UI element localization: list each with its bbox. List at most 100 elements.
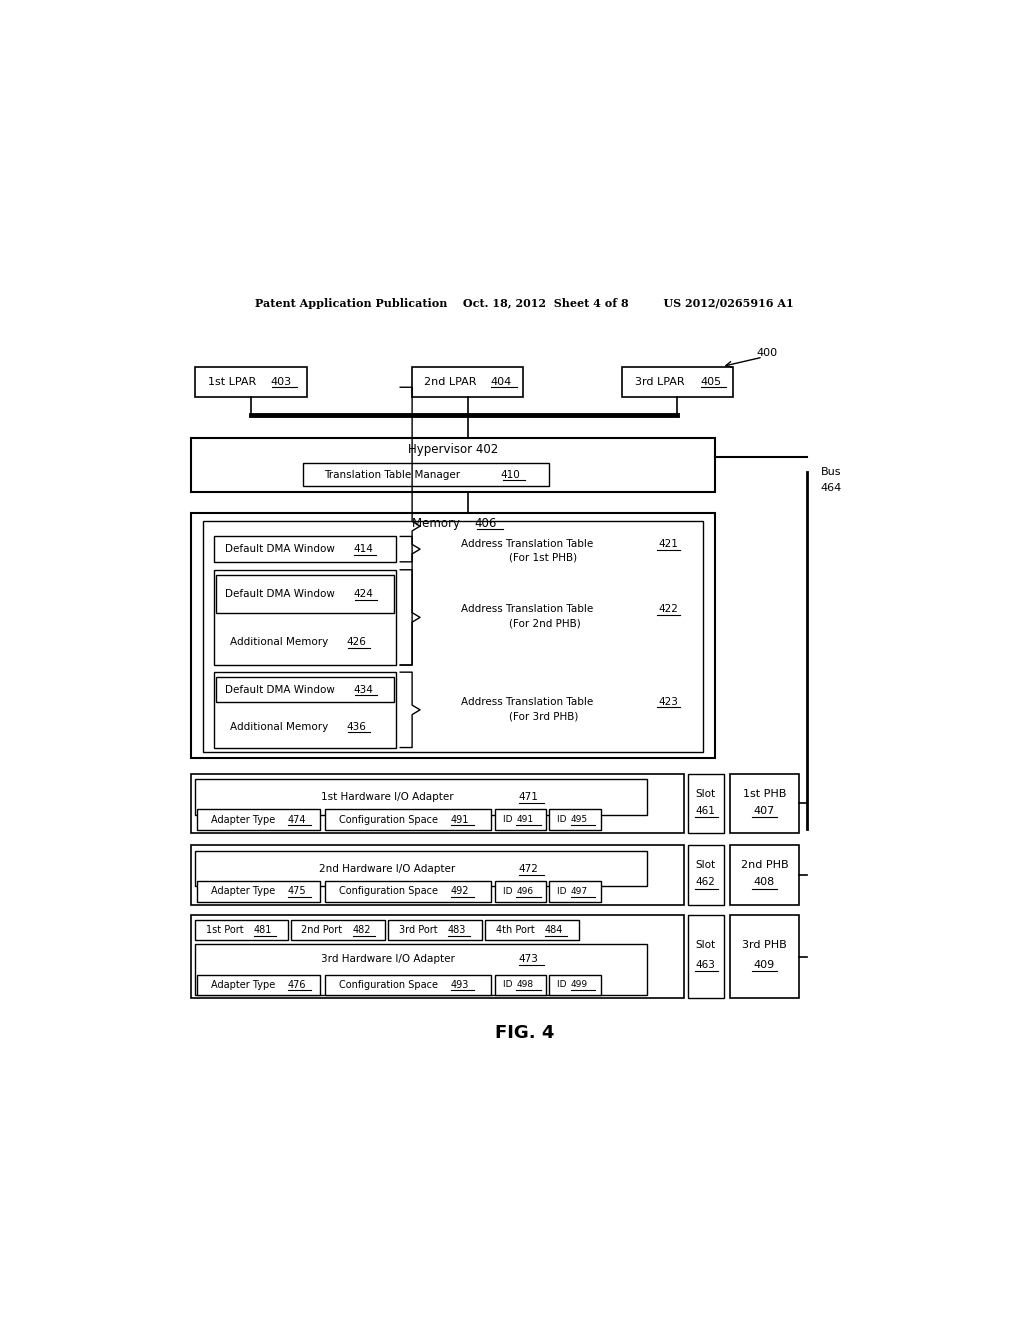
Text: Slot: Slot [695, 788, 716, 799]
Text: Configuration Space: Configuration Space [339, 979, 441, 990]
Text: 481: 481 [254, 925, 272, 935]
Text: 2nd Hardware I/O Adapter: 2nd Hardware I/O Adapter [319, 863, 459, 874]
Text: Patent Application Publication    Oct. 18, 2012  Sheet 4 of 8         US 2012/02: Patent Application Publication Oct. 18, … [255, 298, 795, 309]
Bar [197, 809, 321, 830]
Bar [550, 809, 601, 830]
Bar [195, 944, 647, 995]
Bar [495, 974, 546, 995]
Text: 1st LPAR: 1st LPAR [208, 376, 259, 387]
Bar [388, 920, 482, 940]
Text: 3rd Port: 3rd Port [399, 925, 441, 935]
Text: Address Translation Table: Address Translation Table [461, 540, 597, 549]
Bar [191, 845, 684, 904]
Bar [204, 521, 703, 751]
Text: 409: 409 [754, 960, 775, 970]
Text: Configuration Space: Configuration Space [339, 886, 441, 896]
Bar [729, 774, 800, 833]
Text: 423: 423 [658, 697, 678, 708]
Bar [191, 513, 716, 758]
Text: 3rd PHB: 3rd PHB [742, 940, 786, 950]
Text: 424: 424 [353, 590, 374, 599]
Text: 483: 483 [447, 925, 466, 935]
Text: Default DMA Window: Default DMA Window [224, 590, 338, 599]
Text: 475: 475 [288, 886, 306, 896]
Text: Configuration Space: Configuration Space [339, 814, 441, 825]
Text: 405: 405 [700, 376, 721, 387]
Text: ID: ID [503, 981, 515, 989]
Text: Slot: Slot [695, 861, 716, 870]
Bar [216, 576, 394, 614]
Text: 491: 491 [516, 816, 534, 824]
Text: 407: 407 [754, 807, 775, 816]
Bar [191, 915, 684, 998]
Text: 408: 408 [754, 878, 775, 887]
Text: Default DMA Window: Default DMA Window [224, 685, 338, 694]
Text: ID: ID [557, 981, 570, 989]
Text: Default DMA Window: Default DMA Window [224, 544, 338, 554]
Text: 484: 484 [544, 925, 562, 935]
Bar [550, 974, 601, 995]
Text: Translation Table Manager: Translation Table Manager [325, 470, 464, 479]
Text: FIG. 4: FIG. 4 [496, 1024, 554, 1043]
Text: ID: ID [503, 816, 515, 824]
Text: 1st Port: 1st Port [206, 925, 247, 935]
Text: 403: 403 [270, 376, 292, 387]
Text: 2nd Port: 2nd Port [301, 925, 345, 935]
Bar [325, 880, 492, 902]
Bar [688, 915, 724, 998]
Text: Address Translation Table: Address Translation Table [461, 697, 597, 708]
Bar [195, 850, 647, 887]
Text: 426: 426 [346, 638, 367, 647]
Bar [197, 880, 321, 902]
Text: 476: 476 [288, 979, 306, 990]
Text: 498: 498 [516, 981, 534, 989]
Bar [729, 845, 800, 904]
Bar [729, 915, 800, 998]
Text: (For 2nd PHB): (For 2nd PHB) [509, 619, 581, 628]
Text: 414: 414 [353, 544, 373, 554]
Text: 463: 463 [695, 960, 716, 970]
Text: 492: 492 [451, 886, 469, 896]
Bar [191, 438, 716, 492]
Bar [485, 920, 579, 940]
Bar [195, 779, 647, 814]
Text: Memory: Memory [412, 517, 464, 531]
Text: 473: 473 [518, 953, 538, 964]
Text: (For 1st PHB): (For 1st PHB) [509, 552, 578, 562]
Bar [325, 809, 492, 830]
Bar [195, 920, 289, 940]
Bar [550, 880, 601, 902]
Text: 497: 497 [571, 887, 588, 896]
Text: ID: ID [557, 887, 570, 896]
Bar [214, 672, 396, 747]
Bar [196, 367, 306, 397]
Text: Additional Memory: Additional Memory [230, 722, 332, 731]
Text: 436: 436 [346, 722, 367, 731]
Text: 499: 499 [571, 981, 588, 989]
Text: 472: 472 [518, 863, 538, 874]
Bar [495, 880, 546, 902]
Text: Bus: Bus [821, 467, 842, 477]
Text: Additional Memory: Additional Memory [230, 638, 332, 647]
Text: 461: 461 [695, 807, 716, 816]
Text: ID: ID [557, 816, 570, 824]
Text: 474: 474 [288, 814, 306, 825]
Text: 491: 491 [451, 814, 469, 825]
Text: (For 3rd PHB): (For 3rd PHB) [509, 711, 579, 721]
Text: 410: 410 [501, 470, 520, 479]
Text: Hypervisor 402: Hypervisor 402 [409, 444, 499, 457]
Text: 3rd Hardware I/O Adapter: 3rd Hardware I/O Adapter [321, 953, 458, 964]
Text: Adapter Type: Adapter Type [211, 814, 279, 825]
Text: 1st Hardware I/O Adapter: 1st Hardware I/O Adapter [322, 792, 457, 803]
Bar [688, 845, 724, 904]
Text: 434: 434 [353, 685, 374, 694]
Bar [214, 570, 396, 665]
Bar [197, 974, 321, 995]
Bar [325, 974, 492, 995]
Text: Slot: Slot [695, 940, 716, 950]
Text: 496: 496 [516, 887, 534, 896]
Bar [292, 920, 385, 940]
Text: 495: 495 [571, 816, 588, 824]
Text: 462: 462 [695, 878, 716, 887]
Bar [214, 536, 396, 562]
